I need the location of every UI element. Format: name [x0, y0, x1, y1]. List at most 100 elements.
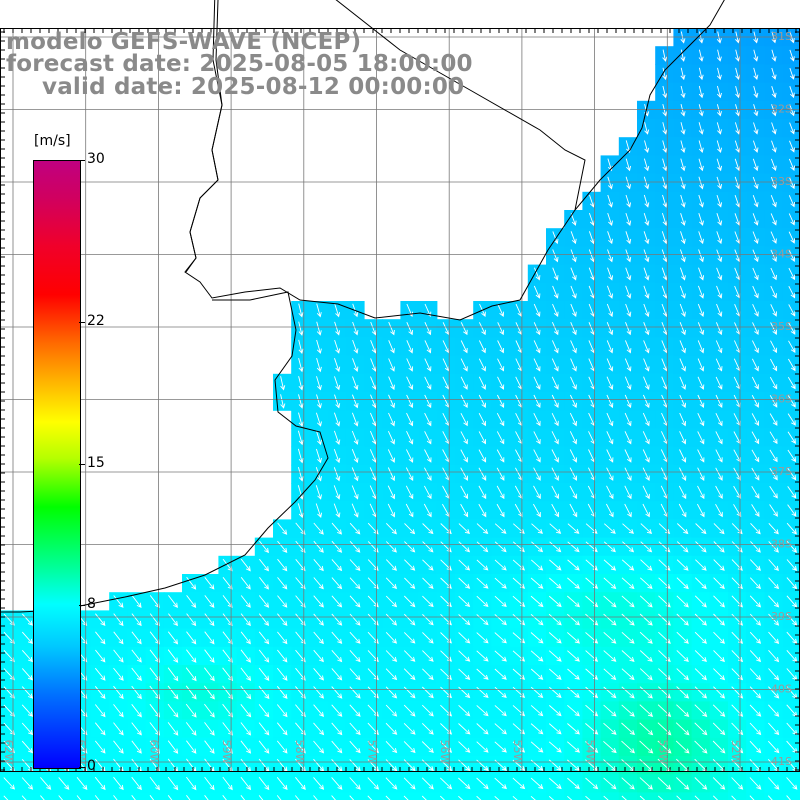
wind-arrow	[277, 595, 288, 608]
wind-arrow	[167, 667, 179, 682]
wind-arrow	[531, 523, 543, 534]
wind-arrow	[697, 303, 705, 317]
wind-arrow	[733, 467, 741, 481]
wind-arrow	[240, 613, 251, 627]
lon-label: 55W	[511, 740, 524, 765]
wind-arrow	[222, 631, 233, 645]
wind-arrow	[771, 49, 777, 62]
wind-arrow	[713, 613, 725, 626]
lon-label: 59W	[220, 740, 233, 765]
wind-arrow	[603, 559, 617, 571]
wind-arrow	[21, 704, 34, 717]
wind-arrow	[403, 741, 416, 754]
wind-cell	[273, 792, 292, 800]
wind-arrow	[385, 759, 398, 772]
wind-arrow	[567, 741, 581, 753]
wind-arrow	[752, 267, 759, 281]
colorbar-tick-label: 30	[87, 151, 105, 167]
wind-cell	[764, 792, 784, 800]
wind-arrow	[240, 776, 252, 791]
wind-arrow	[549, 541, 562, 553]
wind-arrow	[533, 431, 541, 445]
wind-arrow	[533, 449, 541, 463]
wind-arrow	[387, 467, 396, 482]
wind-arrow	[422, 632, 434, 644]
wind-arrow	[351, 449, 359, 464]
wind-arrow	[476, 595, 489, 608]
wind-arrow	[567, 613, 581, 626]
wind-arrow	[624, 485, 632, 500]
wind-arrow	[367, 795, 373, 800]
wind-arrow	[661, 212, 668, 226]
wind-arrow	[662, 85, 668, 99]
wind-arrow	[316, 339, 322, 354]
wind-arrow	[603, 686, 617, 699]
wind-arrow	[331, 577, 343, 590]
wind-cell	[782, 64, 800, 84]
wind-arrow	[570, 303, 577, 317]
wind-arrow	[478, 449, 487, 463]
wind-arrow	[385, 740, 398, 754]
wind-arrow	[716, 122, 722, 135]
wind-arrow	[768, 631, 780, 644]
wind-arrow	[331, 559, 343, 572]
wind-arrow	[716, 176, 723, 190]
colorbar-tick-label: 22	[87, 312, 105, 329]
lat-label: 38S	[771, 538, 792, 551]
wind-arrow	[789, 86, 795, 99]
wind-arrow	[788, 176, 795, 190]
wind-arrow	[387, 503, 396, 518]
wind-arrow	[735, 67, 741, 81]
wind-arrow	[751, 376, 759, 390]
wind-arrow	[439, 777, 453, 790]
wind-arrow	[331, 795, 336, 800]
wind-arrow	[622, 523, 634, 534]
wind-arrow	[3, 722, 15, 736]
wind-arrow	[625, 285, 632, 299]
wind-arrow	[698, 122, 704, 135]
wind-arrow	[735, 85, 741, 99]
wind-arrow	[370, 358, 377, 372]
wind-arrow	[131, 776, 142, 791]
wind-arrow	[570, 249, 577, 263]
wind-arrow	[149, 740, 160, 754]
wind-arrow	[113, 685, 124, 700]
wind-arrow	[603, 795, 609, 800]
wind-arrow	[603, 668, 617, 681]
wind-arrow	[716, 49, 722, 62]
wind-arrow	[697, 503, 705, 518]
wind-arrow	[552, 267, 559, 281]
wind-arrow	[678, 467, 687, 481]
wind-cell	[782, 191, 800, 211]
wind-cell	[345, 792, 365, 800]
wind-arrow	[752, 249, 759, 263]
wind-arrow	[131, 740, 142, 754]
wind-arrow	[734, 176, 741, 190]
wind-arrow	[460, 449, 468, 463]
wind-arrow	[113, 722, 124, 736]
wind-arrow	[606, 431, 614, 445]
wind-arrow	[548, 613, 562, 626]
wind-arrow	[424, 358, 432, 372]
wind-arrow	[385, 795, 391, 800]
wind-arrow	[258, 740, 270, 754]
wind-arrow	[406, 394, 414, 409]
wind-arrow	[697, 340, 705, 354]
wind-arrow	[313, 577, 324, 590]
wind-arrow	[186, 795, 191, 800]
wind-arrow	[679, 340, 686, 354]
wind-arrow	[607, 212, 613, 226]
border-line	[335, 0, 586, 211]
wind-arrow	[625, 158, 632, 172]
wind-arrow	[606, 285, 614, 299]
wind-arrow	[385, 595, 398, 608]
wind-arrow	[530, 577, 544, 589]
wind-arrow	[679, 376, 687, 390]
wind-arrow	[406, 340, 414, 354]
wind-arrow	[569, 449, 578, 463]
wind-arrow	[643, 322, 650, 336]
wind-cell	[182, 792, 201, 800]
wind-arrow	[661, 267, 668, 281]
wind-arrow	[331, 686, 343, 699]
